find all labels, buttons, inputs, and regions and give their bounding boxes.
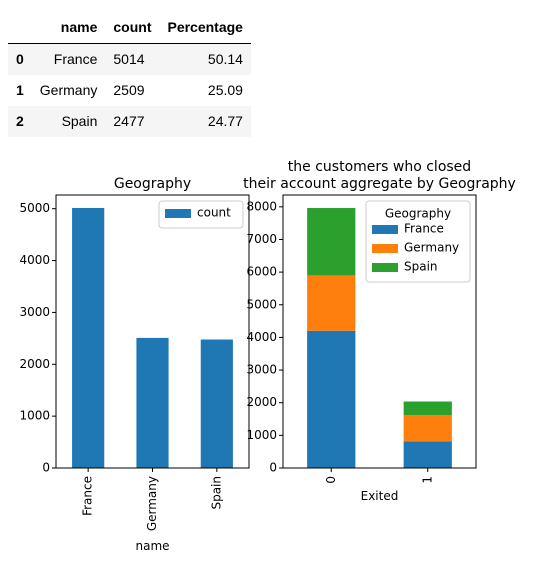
legend-title: Geography	[385, 207, 451, 221]
x-tick-label: 1	[420, 476, 434, 484]
cell-name: Germany	[39, 82, 98, 98]
y-tick-label: 1000	[246, 428, 277, 442]
cell-count: 5014	[113, 51, 145, 67]
bar-france-1	[403, 441, 452, 468]
row-index: 0	[16, 51, 24, 67]
y-tick-label: 8000	[246, 199, 277, 213]
y-tick-label: 2000	[246, 395, 277, 409]
bar-spain-1	[403, 401, 452, 415]
bar-france-0	[307, 330, 356, 468]
legend-swatch	[372, 244, 398, 253]
column-header: name	[31, 12, 106, 44]
chart-title: the customers who closed	[288, 159, 471, 175]
y-tick-label: 5000	[19, 201, 50, 215]
legend-label: Germany	[404, 241, 459, 255]
legend-swatch	[372, 263, 398, 272]
legend-label: count	[197, 206, 231, 220]
y-tick-label: 4000	[246, 330, 277, 344]
bar-germany-1	[403, 414, 452, 442]
x-tick-label: France	[81, 476, 95, 516]
index-header	[8, 12, 32, 44]
legend-swatch	[372, 225, 398, 234]
x-tick-label: Spain	[209, 476, 223, 510]
x-tick-label: Germany	[145, 476, 159, 531]
row-index: 1	[16, 82, 24, 98]
legend-label: Spain	[404, 260, 438, 274]
axes-frame	[282, 194, 477, 469]
y-tick-label: 0	[269, 461, 277, 475]
x-tick-label: 0	[324, 476, 338, 484]
bar-germany-0	[307, 275, 356, 331]
x-axis-label: Exited	[361, 489, 399, 503]
column-header: Percentage	[159, 12, 251, 44]
y-tick-label: 1000	[19, 409, 50, 423]
table-row: 2 Spain 2477 24.77	[8, 106, 251, 137]
bar-germany	[136, 337, 169, 468]
cell-count: 2509	[113, 82, 145, 98]
row-index: 2	[16, 113, 24, 129]
cell-percentage: 50.14	[207, 51, 243, 67]
chart-0: France Germany Spain 0 1000 2000 3000 4000 5000 G…	[19, 176, 250, 553]
x-axis-label: name	[135, 539, 169, 553]
bar-spain	[200, 339, 233, 468]
y-tick-label: 2000	[19, 357, 50, 371]
chart-1: 0 1 0 1000 2000 3000 4000 5000 6000 7000 8000 the c…	[243, 159, 516, 503]
y-tick-label: 5000	[246, 297, 277, 311]
legend-swatch	[165, 209, 191, 218]
cell-count: 2477	[113, 113, 145, 129]
cell-name: Spain	[61, 113, 98, 129]
table-row: 0 France 5014 50.14	[8, 43, 251, 75]
y-tick-label: 3000	[19, 305, 50, 319]
legend-box	[365, 200, 471, 283]
chart-title: Geography	[114, 176, 191, 192]
column-header: count	[105, 12, 160, 44]
table-header-row: name count Percentage	[8, 12, 251, 44]
y-tick-label: 4000	[19, 253, 50, 267]
table-row: 1 Germany 2509 25.09	[8, 75, 251, 106]
dataframe-table: name count Percentage 0 France 5014 50.1…	[8, 12, 251, 137]
bar-spain-0	[307, 208, 356, 276]
cell-name: France	[53, 51, 98, 67]
y-tick-label: 7000	[246, 232, 277, 246]
cell-percentage: 25.09	[207, 82, 243, 98]
y-tick-label: 0	[42, 461, 50, 475]
legend-label: France	[404, 222, 444, 236]
axes-frame	[55, 194, 250, 469]
y-tick-label: 6000	[246, 265, 277, 279]
cell-percentage: 24.77	[207, 113, 243, 129]
legend-box	[158, 200, 244, 229]
bar-france	[72, 207, 105, 468]
legend: count	[158, 200, 244, 229]
chart-title: their account aggregate by Geography	[243, 176, 516, 192]
y-tick-label: 3000	[246, 363, 277, 377]
